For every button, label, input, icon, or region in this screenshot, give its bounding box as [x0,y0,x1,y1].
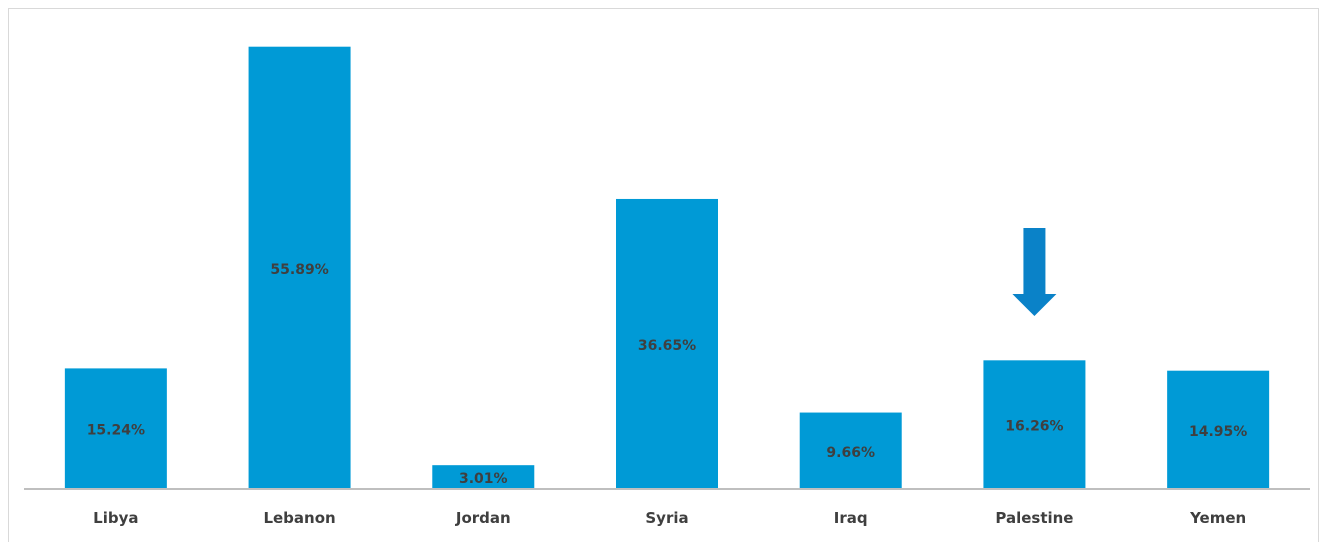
category-label-libya: Libya [93,509,138,527]
highlight-arrow-layer [1012,228,1057,316]
data-label-jordan: 3.01% [459,471,508,487]
category-label-yemen: Yemen [1189,509,1246,527]
data-label-lebanon: 55.89% [270,262,328,278]
data-label-palestine: 16.26% [1005,419,1063,435]
data-label-libya: 15.24% [87,423,145,439]
bar-libya [64,368,167,489]
category-label-palestine: Palestine [995,509,1073,527]
data-label-iraq: 9.66% [826,445,875,461]
bars-layer [64,46,1270,490]
bar-yemen [1167,370,1270,489]
category-label-jordan: Jordan [455,509,511,527]
data-label-syria: 36.65% [638,338,696,354]
category-label-lebanon: Lebanon [263,509,335,527]
data-label-yemen: 14.95% [1189,424,1247,440]
category-label-iraq: Iraq [834,509,868,527]
down-arrow-icon [1012,228,1057,316]
bar-iraq [799,412,902,489]
data-labels-layer: 15.24% 55.89% 3.01% 36.65% 9.66% 16.26% 14.95% [87,262,1248,487]
bar-jordan [432,465,535,489]
category-labels-layer: Libya Lebanon Jordan Syria Iraq Palestine Yeme… [93,509,1246,527]
bar-palestine [983,360,1086,489]
bar-lebanon [248,46,351,489]
category-label-syria: Syria [645,509,688,527]
bar-syria [616,198,718,490]
